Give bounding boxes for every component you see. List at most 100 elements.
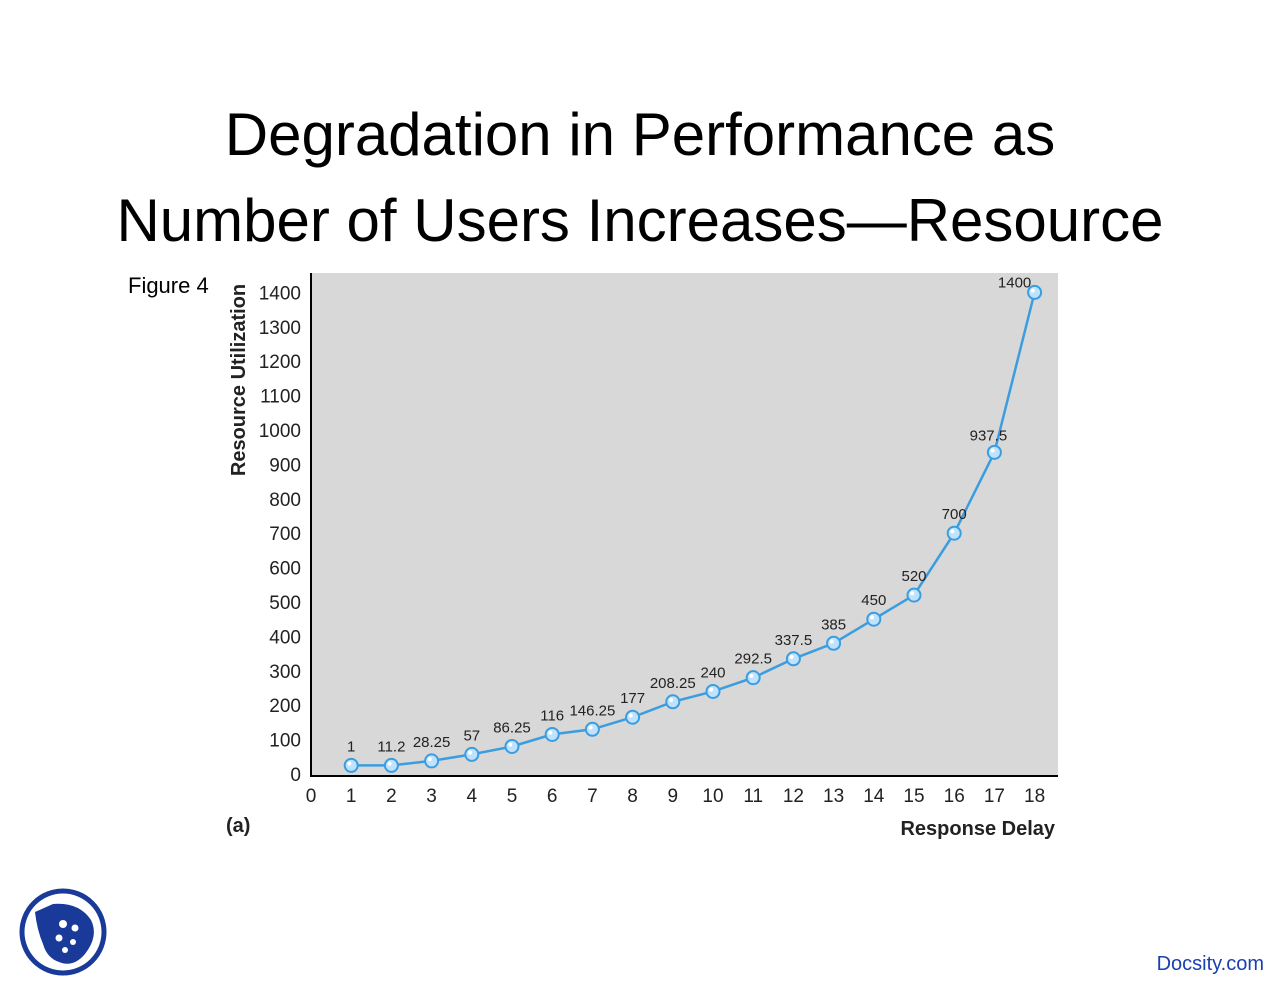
x-tick-label: 10 [702,786,723,807]
data-points [343,284,1043,773]
data-point [504,738,520,754]
slide-title-line-1: Degradation in Performance as [224,101,1056,168]
data-point [705,683,721,699]
x-tick-label: 6 [547,786,558,807]
y-tick-label: 800 [269,490,301,511]
data-point-highlight [829,639,834,644]
x-tick-label: 12 [783,786,804,807]
data-point-highlight [870,615,874,620]
data-point-highlight [669,697,673,702]
data-point-highlight [990,448,995,453]
data-point [665,694,681,710]
data-label: 700 [942,506,967,523]
data-label: 116 [540,707,564,724]
y-tick-label: 100 [269,731,301,752]
x-tick-labels: 0 1 2 3 4 5 6 7 8 9 10 11 12 13 14 15 16 17 18 [306,786,1045,807]
x-tick-label: 2 [386,786,397,807]
plot-area [310,273,1058,775]
data-label: 146.25 [569,702,615,719]
data-label: 937.5 [970,427,1008,444]
data-point [625,709,641,725]
data-point [544,726,560,742]
x-tick-label: 17 [984,786,1005,807]
data-label: 57 [463,727,480,744]
data-point [464,746,480,762]
data-point [745,670,761,686]
x-tick-label: 14 [863,786,885,807]
data-label: 28.25 [413,734,451,751]
x-tick-label: 9 [668,786,679,807]
data-point [946,525,962,541]
data-label: 208.25 [650,675,696,692]
x-tick-label: 16 [944,786,965,807]
data-point-highlight [749,673,754,678]
x-tick-label: 5 [507,786,518,807]
data-point [826,635,842,651]
y-tick-labels: 0 100 200 300 400 500 600 700 800 900 1000 1100 1200… [259,283,301,786]
data-point-highlight [427,757,432,762]
data-label: 86.25 [493,719,531,736]
data-point [1027,284,1043,300]
x-tick-label: 13 [823,786,844,807]
data-label: 1400 [998,274,1031,291]
x-tick-label: 8 [627,786,638,807]
data-point [986,444,1002,460]
data-point [584,721,600,737]
data-label: 337.5 [775,632,813,649]
x-tick-label: 3 [426,786,437,807]
y-tick-label: 0 [290,765,301,786]
data-point [343,757,359,773]
data-point-highlight [789,654,794,659]
panel-label: (a) [226,815,250,837]
slide-title: Degradation in Performance as Number of … [0,92,1280,264]
data-point-highlight [950,529,955,534]
y-tick-label: 1400 [259,283,301,304]
data-point [785,651,801,667]
data-label: 385 [821,616,846,633]
data-label: 450 [861,592,886,609]
x-tick-label: 11 [743,786,763,807]
y-tick-label: 1300 [259,318,301,339]
data-label: 11.2 [377,738,405,755]
data-label: 292.5 [734,651,772,668]
y-tick-label: 1000 [259,421,301,442]
x-tick-label: 15 [903,786,924,807]
y-tick-label: 500 [269,593,301,614]
y-axis-label: Resource Utilization [228,284,250,476]
data-point [906,587,922,603]
figure-caption: Figure 4 [128,273,209,298]
y-tick-label: 1200 [259,352,301,373]
data-label: 1 [347,738,355,755]
data-point-highlight [548,730,553,735]
y-tick-label: 1100 [260,387,301,408]
x-tick-label: 1 [346,786,357,807]
slide-title-line-2: Number of Users Increases—Resource [116,187,1164,254]
axes [310,273,1058,777]
data-point-highlight [347,761,352,766]
data-point-highlight [387,761,392,766]
data-point-highlight [508,742,513,747]
data-point-highlight [1030,288,1035,293]
data-point [866,611,882,627]
x-tick-label: 4 [467,786,478,807]
docsity-link[interactable]: Docsity.com [1156,953,1264,975]
data-point [424,753,440,769]
x-tick-label: 18 [1024,786,1045,807]
x-tick-label: 7 [587,786,598,807]
y-tick-label: 900 [269,455,301,476]
data-point-highlight [588,725,593,730]
y-tick-label: 700 [269,524,301,545]
y-tick-label: 600 [269,559,301,580]
x-axis-label: Response Delay [900,818,1055,840]
data-label: 520 [901,568,926,585]
data-label: 240 [700,664,725,681]
data-point [383,757,399,773]
docsity-logo-icon [19,888,107,976]
y-tick-label: 200 [269,696,301,717]
x-tick-label: 0 [306,786,317,807]
y-tick-label: 300 [269,662,301,683]
y-tick-label: 400 [269,627,301,648]
data-point-highlight [709,687,714,692]
